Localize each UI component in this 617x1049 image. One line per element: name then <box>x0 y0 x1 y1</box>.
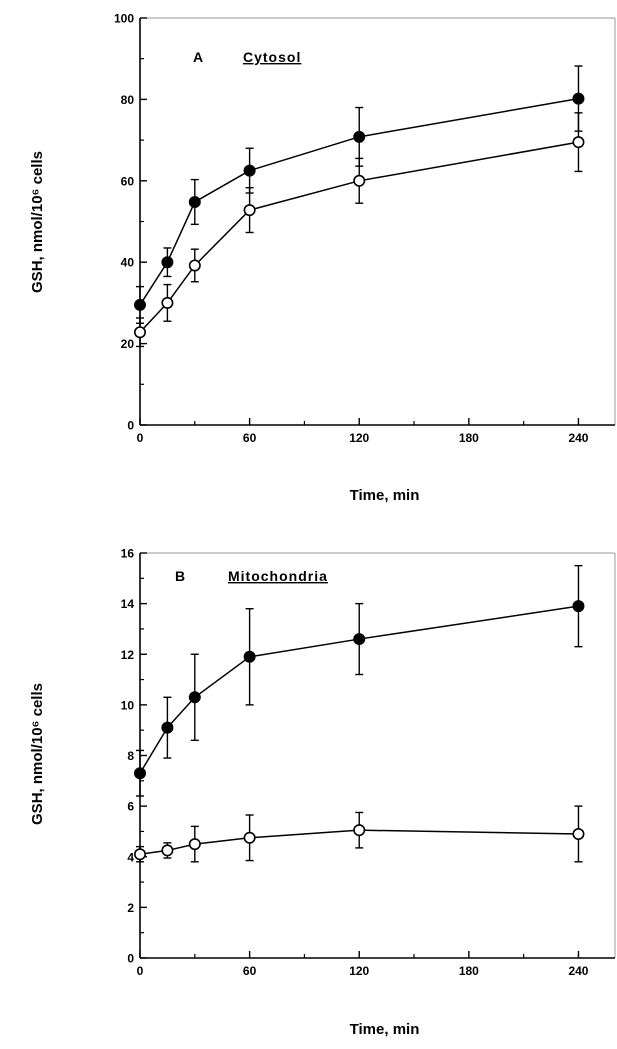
x-axis-label: Time, min <box>350 487 420 504</box>
data-point <box>353 174 366 187</box>
data-point <box>353 824 366 837</box>
data-point <box>353 633 366 646</box>
panel-letter: A <box>193 49 203 65</box>
y-tick-label: 8 <box>127 749 134 763</box>
data-point <box>188 259 201 272</box>
data-point <box>161 721 174 734</box>
y-tick-label: 0 <box>127 952 134 966</box>
x-tick-label: 120 <box>349 431 369 445</box>
x-tick-label: 60 <box>243 431 257 445</box>
data-point <box>243 164 256 177</box>
data-point <box>353 130 366 143</box>
data-point <box>161 844 174 857</box>
data-point <box>161 256 174 269</box>
data-point <box>243 204 256 217</box>
series-open-b <box>134 805 585 863</box>
y-tick-label: 80 <box>121 93 135 107</box>
x-tick-label: 120 <box>349 964 369 978</box>
panel-title: Mitochondria <box>228 568 328 584</box>
x-tick-label: 240 <box>568 964 588 978</box>
data-point <box>134 767 147 780</box>
y-tick-label: 12 <box>121 648 135 662</box>
x-tick-label: 0 <box>137 964 144 978</box>
y-tick-label: 10 <box>121 698 135 712</box>
data-point <box>161 296 174 309</box>
x-tick-label: 0 <box>137 431 144 445</box>
data-point <box>134 298 147 311</box>
panel-letter: B <box>175 568 185 584</box>
x-tick-label: 240 <box>568 431 588 445</box>
data-point <box>134 848 147 861</box>
y-tick-label: 6 <box>127 800 134 814</box>
series-line <box>139 97 579 306</box>
panel-b: 0 2 4 6 8 10 12 14 16 0 60 120 180 240 B Mitochondria Ti… <box>29 547 616 1038</box>
y-tick-label: 4 <box>127 850 134 864</box>
data-point <box>572 136 585 149</box>
x-axis-label: Time, min <box>350 1021 420 1038</box>
panel-a: 0 20 40 60 80 100 0 60 120 180 240 A Cytosol Time, mi… <box>29 12 616 504</box>
data-point <box>572 600 585 613</box>
y-tick-label: 20 <box>121 337 135 351</box>
series-open-a <box>134 112 585 348</box>
data-point <box>188 691 201 704</box>
y-axis-label: GSH, nmol/10⁶ cells <box>29 151 46 293</box>
y-tick-label: 0 <box>127 419 134 433</box>
y-tick-label: 16 <box>121 547 135 561</box>
y-axis-label: GSH, nmol/10⁶ cells <box>29 683 46 825</box>
data-point <box>134 326 147 339</box>
x-tick-label: 180 <box>459 431 479 445</box>
panel-title: Cytosol <box>243 49 301 65</box>
y-tick-label: 60 <box>121 174 135 188</box>
y-tick-label: 2 <box>127 901 134 915</box>
series-filled-b <box>134 564 585 797</box>
data-point <box>243 831 256 844</box>
data-point <box>243 650 256 663</box>
y-tick-label: 14 <box>121 597 135 611</box>
data-point <box>572 827 585 840</box>
x-tick-label: 60 <box>243 964 257 978</box>
data-point <box>188 838 201 851</box>
y-tick-label: 100 <box>114 12 134 26</box>
x-tick-label: 180 <box>459 964 479 978</box>
data-point <box>572 92 585 105</box>
series-line <box>139 141 579 333</box>
y-tick-label: 40 <box>121 256 135 270</box>
data-point <box>188 195 201 208</box>
series-line <box>139 605 579 774</box>
